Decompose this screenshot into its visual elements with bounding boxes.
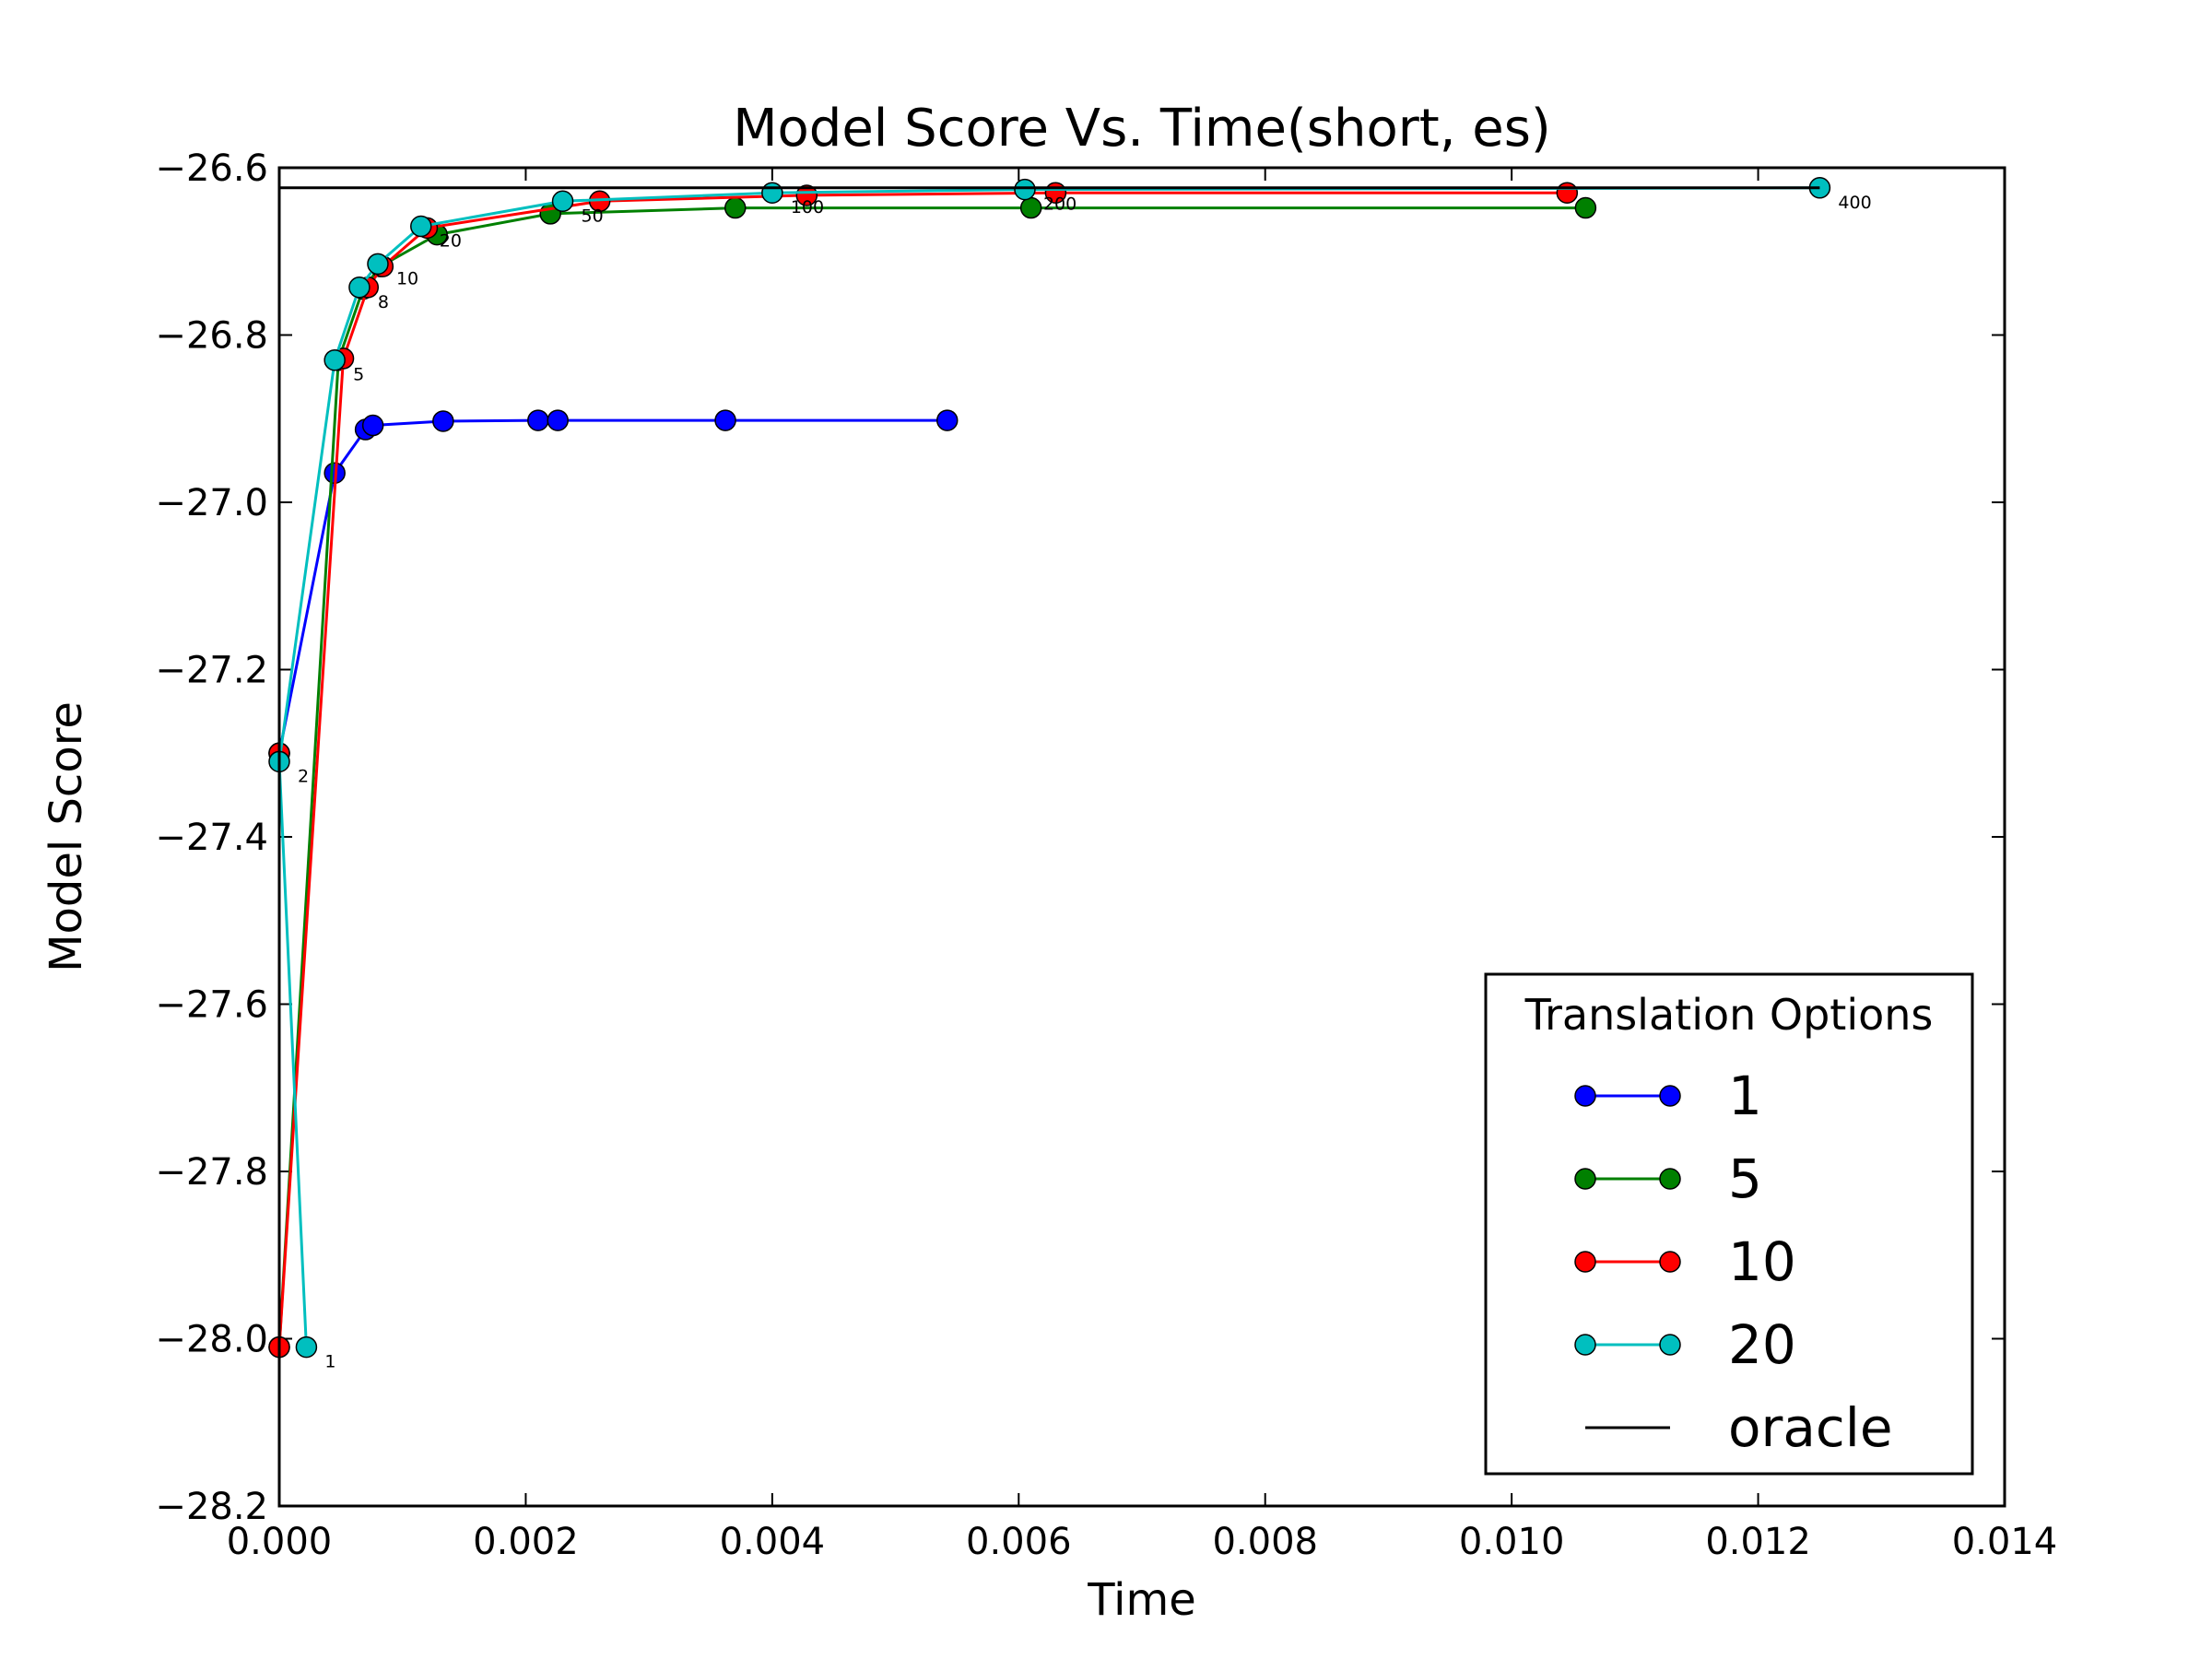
point-annotation: 200 xyxy=(1043,194,1077,215)
series-20-point xyxy=(295,1335,318,1359)
legend-label-1: 1 xyxy=(1728,1065,1762,1127)
series-20-point xyxy=(410,215,432,238)
x-axis-label: Time xyxy=(1087,1574,1195,1626)
legend-label-10: 10 xyxy=(1728,1230,1796,1293)
series-20-point xyxy=(324,348,346,371)
point-annotation: 1 xyxy=(324,1352,335,1372)
legend-label-oracle: oracle xyxy=(1728,1396,1893,1459)
series-5-line xyxy=(277,206,1586,1347)
legend-marker-20 xyxy=(1659,1334,1681,1356)
series-20-point xyxy=(1014,178,1036,201)
legend: Translation Options 1 5 10 20 oracle xyxy=(1484,972,1974,1476)
ticks-layer: 0.000 0.002 0.004 0.006 0.008 0.010 0.012 0.014… xyxy=(155,147,2057,1563)
series-20-point xyxy=(367,253,389,276)
series-1-point xyxy=(527,409,549,431)
x-tick-label: 0.000 xyxy=(227,1521,333,1563)
legend-marker-5 xyxy=(1574,1168,1596,1190)
legend-marker-1 xyxy=(1659,1085,1681,1107)
x-tick-label: 0.002 xyxy=(473,1521,579,1563)
y-tick-label: −27.8 xyxy=(155,1151,268,1194)
legend-label-20: 20 xyxy=(1728,1313,1796,1376)
series-1-point xyxy=(714,409,736,431)
series-10-point xyxy=(795,184,818,206)
series-1-point xyxy=(547,409,569,431)
point-annotation: 20 xyxy=(440,231,462,252)
series-5-point xyxy=(1019,196,1042,219)
point-annotation: 5 xyxy=(353,365,364,385)
series-layer xyxy=(268,177,1831,1359)
x-tick-label: 0.014 xyxy=(1952,1521,2058,1563)
series-1-point xyxy=(361,414,384,437)
series-20-point xyxy=(551,190,574,213)
point-annotation: 100 xyxy=(791,197,824,218)
series-5-point xyxy=(1574,196,1597,219)
y-tick-label: −26.8 xyxy=(155,315,268,358)
series-10-point xyxy=(1556,182,1579,204)
legend-label-5: 5 xyxy=(1728,1147,1762,1210)
legend-box xyxy=(1484,972,1974,1476)
series-5-point xyxy=(724,196,747,219)
x-tick-label: 0.004 xyxy=(720,1521,826,1563)
x-tick-label: 0.010 xyxy=(1459,1521,1565,1563)
point-annotation: 10 xyxy=(396,268,418,288)
y-tick-label: −27.0 xyxy=(155,482,268,524)
y-axis-label: Model Score xyxy=(41,701,92,972)
legend-entries: 1 5 10 20 oracle xyxy=(1574,1065,1893,1459)
point-annotation: 400 xyxy=(1838,193,1871,213)
y-tick-label: −26.6 xyxy=(155,147,268,190)
series-10-line xyxy=(277,191,1568,1347)
y-tick-label: −27.6 xyxy=(155,984,268,1027)
series-20-point xyxy=(761,182,783,204)
y-tick-label: −27.2 xyxy=(155,650,268,692)
chart-title: Model Score Vs. Time(short, es) xyxy=(733,99,1551,159)
legend-marker-1 xyxy=(1574,1085,1596,1107)
point-annotation: 8 xyxy=(378,292,389,312)
point-annotation: 2 xyxy=(298,766,309,786)
y-tick-label: −28.2 xyxy=(155,1486,268,1528)
series-1-point xyxy=(935,409,959,431)
annotations-layer: 1 2 5 8 10 20 50 100 200 400 xyxy=(298,193,1872,1372)
point-annotation: 50 xyxy=(582,206,604,226)
legend-title: Translation Options xyxy=(1524,990,1934,1040)
plot-area-frame xyxy=(277,166,2006,1508)
x-tick-label: 0.008 xyxy=(1212,1521,1318,1563)
legend-marker-10 xyxy=(1659,1251,1681,1273)
legend-marker-20 xyxy=(1574,1334,1596,1356)
series-20-point xyxy=(348,276,371,299)
y-tick-label: −27.4 xyxy=(155,817,268,859)
legend-marker-5 xyxy=(1659,1168,1681,1190)
x-tick-label: 0.006 xyxy=(966,1521,1072,1563)
y-tick-label: −28.0 xyxy=(155,1319,268,1361)
series-20-line xyxy=(277,186,1820,1347)
x-tick-label: 0.012 xyxy=(1705,1521,1811,1563)
legend-marker-10 xyxy=(1574,1251,1596,1273)
series-1-point xyxy=(432,410,454,432)
